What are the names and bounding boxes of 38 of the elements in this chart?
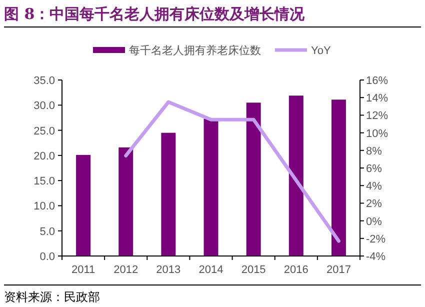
x-tick-label: 2017 xyxy=(326,264,351,276)
y-tick-label: 20.0 xyxy=(34,150,55,162)
y-tick-label: 5.0 xyxy=(40,226,55,238)
y2-tick-label: 0% xyxy=(366,216,382,228)
y-tick-label: 0.0 xyxy=(40,251,55,263)
y-tick-label: 25.0 xyxy=(34,125,55,138)
y-tick-label: 15.0 xyxy=(34,176,55,188)
y-tick-label: 30.0 xyxy=(34,100,55,112)
line-series xyxy=(124,100,340,243)
x-tick-label: 2012 xyxy=(114,264,138,276)
bar xyxy=(118,147,134,256)
y2-tick-label: 6% xyxy=(366,163,382,175)
x-tick-label: 2016 xyxy=(284,264,308,276)
x-tick-label: 2011 xyxy=(71,264,96,276)
y2-tick-label: 2% xyxy=(366,198,382,210)
x-tick-label: 2014 xyxy=(198,264,224,276)
y2-tick-label: 10% xyxy=(366,128,388,140)
x-tick-label: 2013 xyxy=(156,264,181,276)
y2-tick-label: 12% xyxy=(366,110,388,122)
y2-tick-label: 16% xyxy=(366,75,388,87)
bar xyxy=(246,102,261,256)
y2-tick-label: 14% xyxy=(366,92,388,105)
bar xyxy=(331,100,346,256)
text: 资料来源：民政部 xyxy=(4,290,100,304)
y2-tick-label: 4% xyxy=(366,180,382,193)
bar xyxy=(161,132,176,256)
bar xyxy=(76,154,91,256)
y-tick-label: 35.0 xyxy=(34,75,55,87)
legend-label: 每千名老人拥有养老床位数 xyxy=(129,44,261,57)
y2-tick-label: -4% xyxy=(366,251,386,263)
legend-label: YoY xyxy=(311,45,332,57)
y2-tick-label: 8% xyxy=(366,145,382,158)
bar xyxy=(288,96,304,256)
bar xyxy=(204,118,218,256)
x-tick-label: 2015 xyxy=(241,264,266,276)
y-tick-label: 10.0 xyxy=(34,200,55,213)
y2-tick-label: -2% xyxy=(366,233,386,246)
chart-title: 图 8：中国每千名老人拥有床位数及增长情况 xyxy=(4,5,306,23)
